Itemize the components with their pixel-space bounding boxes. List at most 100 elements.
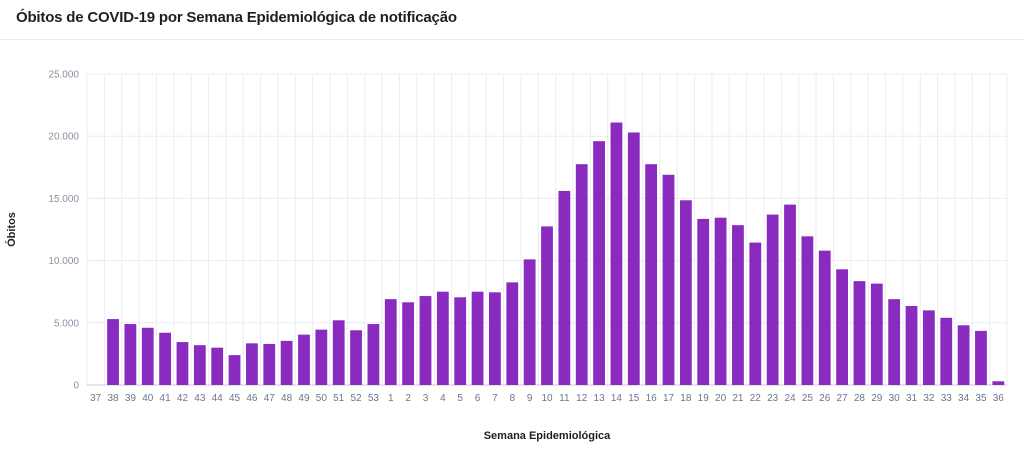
bar-week-39[interactable] [124,324,137,385]
bar-week-44[interactable] [211,347,224,385]
bar-week-8[interactable] [506,282,519,385]
bar-week-45[interactable] [228,355,241,385]
bar-week-26[interactable] [818,250,831,385]
bar-week-27[interactable] [836,269,848,385]
y-tick-label: 25.000 [48,70,79,81]
x-tick-label: 34 [958,393,970,404]
bar-week-42[interactable] [176,342,189,385]
x-tick-label: 12 [576,393,588,404]
bar-week-4[interactable] [436,291,449,385]
bar-week-52[interactable] [350,330,362,385]
x-tick-label: 41 [160,393,172,404]
bar-week-40[interactable] [141,327,154,385]
x-tick-label: 7 [492,393,498,404]
bar-week-25[interactable] [801,236,814,385]
x-tick-label: 3 [423,393,429,404]
bar-week-31[interactable] [905,306,918,385]
x-tick-label: 17 [663,393,675,404]
x-tick-label: 45 [229,393,241,404]
x-tick-label: 5 [457,393,463,404]
x-tick-label: 43 [194,393,206,404]
bar-week-7[interactable] [489,292,501,385]
bar-week-2[interactable] [402,302,415,385]
bar-week-20[interactable] [714,217,727,385]
x-tick-label: 39 [125,393,137,404]
x-tick-label: 47 [264,393,276,404]
x-tick-label: 19 [698,393,710,404]
x-tick-label: 21 [732,393,744,404]
bar-week-53[interactable] [367,324,380,385]
bar-week-17[interactable] [662,174,675,385]
bar-week-19[interactable] [697,218,710,385]
x-tick-label: 33 [941,393,953,404]
bar-week-43[interactable] [193,345,206,385]
x-tick-label: 13 [594,393,606,404]
bar-week-21[interactable] [732,225,744,385]
x-tick-label: 29 [871,393,883,404]
x-tick-label: 38 [107,393,119,404]
bars [107,122,1005,386]
bar-week-51[interactable] [332,320,345,385]
x-tick-label: 18 [680,393,692,404]
bar-week-36[interactable] [992,381,1005,385]
chart-title: Óbitos de COVID-19 por Semana Epidemioló… [16,9,457,26]
x-tick-label: 28 [854,393,866,404]
bar-week-18[interactable] [679,200,692,385]
x-tick-label: 35 [975,393,987,404]
x-tick-label: 9 [527,393,533,404]
bar-week-10[interactable] [541,226,553,385]
y-tick-label: 15.000 [48,194,79,205]
bar-week-32[interactable] [922,310,935,385]
y-tick-label: 20.000 [48,132,79,143]
bar-week-13[interactable] [593,141,605,385]
x-tick-label: 1 [388,393,394,404]
bar-week-14[interactable] [610,122,623,386]
x-tick-label: 14 [611,393,623,404]
bar-week-12[interactable] [575,164,588,385]
x-tick-label: 10 [541,393,553,404]
bar-week-49[interactable] [298,334,310,385]
bar-week-50[interactable] [315,329,328,385]
bar-week-47[interactable] [263,343,276,385]
x-tick-label: 44 [212,393,224,404]
bar-week-30[interactable] [888,299,901,385]
bar-week-22[interactable] [749,242,762,385]
bar-week-28[interactable] [853,281,866,385]
x-tick-label: 49 [298,393,310,404]
bar-week-24[interactable] [784,204,796,385]
x-tick-label: 8 [509,393,515,404]
bar-week-5[interactable] [454,297,467,385]
bar-week-23[interactable] [766,214,779,385]
bar-week-1[interactable] [384,299,397,385]
bar-week-34[interactable] [957,325,970,385]
bar-week-35[interactable] [975,330,987,385]
y-tick-label: 10.000 [48,256,79,267]
x-tick-label: 6 [475,393,481,404]
bar-week-11[interactable] [558,190,571,385]
bar-week-15[interactable] [627,132,640,385]
y-axis: 0 5.000 10.000 15.000 20.000 25.000 [48,70,79,392]
chart-header: Óbitos de COVID-19 por Semana Epidemioló… [0,0,1024,40]
bar-week-46[interactable] [246,343,258,385]
x-axis: 37 38 39 40 41 42 43 44 45 46 47 48 49 50 51 52 53 1 2 3 4 5 6… [90,393,1004,404]
bar-week-41[interactable] [159,332,172,385]
x-tick-label: 24 [784,393,796,404]
x-tick-label: 16 [646,393,658,404]
bar-week-29[interactable] [870,283,883,385]
bar-week-33[interactable] [940,317,953,385]
bar-week-16[interactable] [645,164,658,385]
bar-week-48[interactable] [280,340,293,385]
x-tick-label: 15 [628,393,640,404]
x-tick-label: 51 [333,393,345,404]
x-tick-label: 50 [316,393,328,404]
bar-week-6[interactable] [471,291,484,385]
x-tick-label: 11 [559,393,570,404]
bar-week-3[interactable] [419,296,432,385]
x-tick-label: 22 [750,393,762,404]
grid [86,73,1008,386]
x-tick-label: 23 [767,393,779,404]
bar-week-38[interactable] [107,319,119,385]
bar-week-9[interactable] [523,259,536,385]
x-tick-label: 36 [993,393,1005,404]
